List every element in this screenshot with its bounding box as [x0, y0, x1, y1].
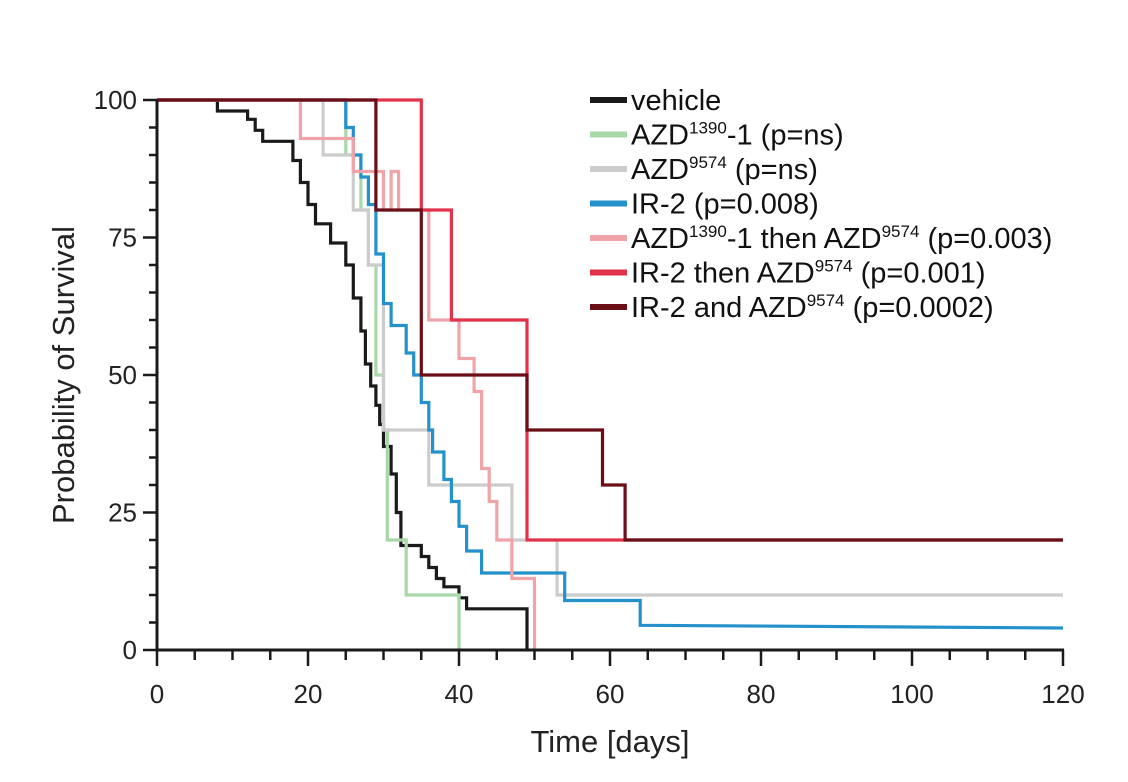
legend-label-6: IR-2 and AZD9574​ (p=0.0002)	[631, 291, 994, 324]
x-tick-label: 0	[150, 679, 164, 709]
y-tick-label: 50	[108, 360, 137, 390]
series-line-5	[157, 98, 1063, 542]
x-tick-label: 60	[596, 679, 625, 709]
legend-label-5: IR-2 then AZD9574​ (p=0.001)	[631, 257, 986, 290]
y-axis-title: Probability of Survival	[46, 226, 81, 524]
legend-label-0: vehicle	[631, 85, 721, 117]
x-tick-label: 20	[294, 679, 323, 709]
series-line-2	[157, 98, 1063, 597]
y-tick-label: 75	[108, 223, 137, 253]
y-tick-label: 100	[94, 85, 137, 115]
legend-label-4: AZD1390​-1 then AZD9574​ (p=0.003)	[631, 222, 1052, 255]
axes-layer: 0 25 50 75 100 0 20 40 60 80 100 120	[94, 85, 1085, 709]
y-tick-label: 25	[108, 498, 137, 528]
x-axis-title: Time [days]	[530, 724, 689, 759]
x-tick-label: 100	[890, 679, 933, 709]
series-layer	[157, 98, 1064, 650]
legend-label-2: AZD9574​ (p=ns)	[631, 153, 818, 186]
y-tick-label: 0	[123, 635, 137, 665]
series-line-0	[157, 98, 529, 650]
legend-label-3: IR-2 (p=0.008)	[631, 189, 819, 221]
series-line-6	[157, 98, 1063, 542]
x-tick-label: 120	[1041, 679, 1084, 709]
legend-label-1: AZD1390​-1 (p=ns)	[631, 119, 844, 152]
x-tick-label: 80	[747, 679, 776, 709]
series-line-3	[157, 98, 1064, 630]
x-tick-label: 40	[445, 679, 474, 709]
